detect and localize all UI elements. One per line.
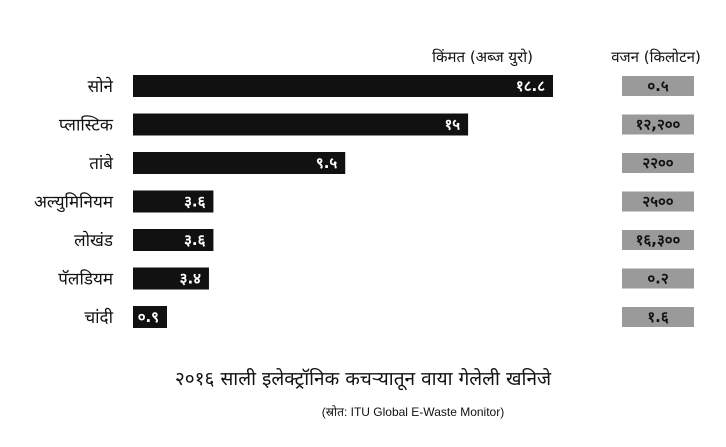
- bar: [133, 306, 167, 328]
- bar-value-label: ३.६: [184, 231, 205, 249]
- bar-value-label: ३.४: [180, 270, 201, 288]
- weight-box: [622, 114, 694, 135]
- chart-source: (स्रोत: ITU Global E-Waste Monitor): [322, 405, 504, 419]
- category-label: लोखंड: [74, 230, 114, 251]
- weight-box: [622, 153, 694, 173]
- bar: [133, 229, 214, 251]
- weight-box: [622, 307, 694, 327]
- category-label: प्लास्टिक: [59, 115, 114, 136]
- chart-rows: सोने १८.८ ०.५ प्लास्टिक १५ १२,२०० तांबे ९.५ २२००…: [34, 75, 694, 328]
- weight-label: १६,३००: [636, 231, 681, 249]
- category-label: पॅलडियम: [58, 269, 114, 290]
- weight-label: १२,२००: [636, 116, 681, 134]
- weight-label: १.६: [647, 308, 668, 326]
- bar: [133, 113, 469, 136]
- bar: [133, 152, 346, 174]
- weight-box: [622, 230, 694, 250]
- bar: [133, 75, 553, 97]
- category-label: चांदी: [84, 307, 113, 328]
- weight-label: ०.५: [647, 77, 668, 95]
- bar: [133, 190, 214, 213]
- bar-value-label: ३.६: [184, 193, 205, 211]
- bar-value-label: ०.९: [138, 308, 159, 326]
- bar-value-label: ९.५: [316, 154, 337, 172]
- category-label: तांबे: [89, 153, 113, 174]
- weight-label: २२००: [642, 154, 673, 172]
- category-label: अल्युमिनियम: [34, 192, 114, 213]
- bar: [133, 267, 209, 290]
- value-column-header: किंमत (अब्ज युरो): [432, 48, 533, 67]
- weight-column-header: वजन (किलोटन): [611, 48, 701, 66]
- weight-box: [622, 76, 694, 96]
- bar-value-label: १५: [444, 116, 460, 134]
- chart-title: २०१६ साली इलेक्ट्रॉनिक कचऱ्यातून वाया गे…: [175, 367, 552, 391]
- weight-label: २५००: [642, 193, 673, 211]
- weight-box: [622, 191, 694, 212]
- category-label: सोने: [88, 76, 114, 97]
- weight-box: [622, 268, 694, 289]
- weight-label: ०.२: [647, 270, 668, 288]
- bar-value-label: १८.८: [516, 77, 545, 95]
